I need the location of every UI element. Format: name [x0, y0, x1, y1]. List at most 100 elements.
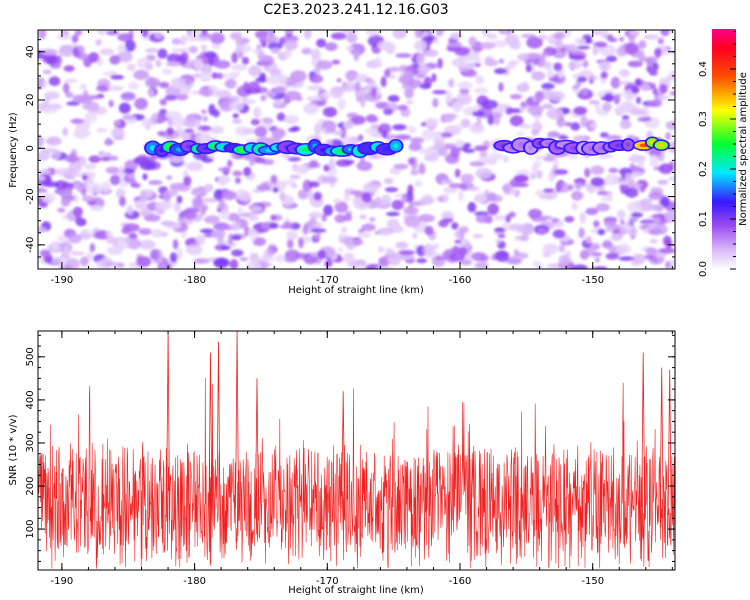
- heatmap-cell: [284, 249, 301, 261]
- heatmap-cell: [654, 47, 662, 58]
- heatmap-cell: [213, 189, 223, 202]
- heatmap-cell: [239, 257, 248, 262]
- heatmap-cell: [69, 251, 85, 256]
- heatmap-cell: [553, 62, 563, 72]
- heatmap-cell: [70, 172, 86, 177]
- heatmap-cell: [159, 81, 170, 89]
- heatmap-cell: [638, 40, 647, 49]
- heatmap-cell: [85, 182, 103, 194]
- heatmap-cell: [487, 114, 494, 126]
- heatmap-cell: [279, 191, 286, 201]
- heatmap-cell: [571, 202, 578, 211]
- heatmap-cell: [185, 244, 203, 256]
- heatmap-cell: [219, 208, 230, 220]
- heatmap-cell: [589, 75, 598, 80]
- heatmap-cell: [384, 134, 398, 141]
- heatmap-cell: [40, 48, 58, 56]
- heatmap-cell: [336, 78, 342, 83]
- heatmap-cell: [669, 90, 675, 96]
- heatmap-cell: [259, 72, 266, 82]
- heatmap-cell: [534, 90, 545, 102]
- heatmap-cell: [384, 68, 391, 78]
- heatmap-cell: [579, 249, 590, 260]
- heatmap-cell: [191, 187, 198, 196]
- heatmap-cell: [534, 190, 546, 196]
- heatmap-cell: [118, 196, 126, 207]
- snr-x-label: Height of straight line (km): [288, 585, 424, 596]
- heatmap-cell: [610, 76, 621, 89]
- heatmap-cell: [601, 195, 609, 202]
- heatmap-cell: [625, 187, 639, 198]
- spectrogram-x-tick-label: -160: [449, 275, 472, 286]
- heatmap-cell: [45, 95, 51, 104]
- heatmap-cell: [169, 182, 187, 190]
- heatmap-cell: [105, 230, 113, 238]
- heatmap-cell: [105, 137, 112, 146]
- heatmap-cell: [423, 243, 435, 256]
- heatmap-cell: [377, 40, 394, 51]
- heatmap-cell: [572, 88, 581, 94]
- heatmap-cell: [287, 157, 302, 162]
- heatmap-cell: [431, 73, 437, 83]
- heatmap-cell: [564, 122, 573, 127]
- spectrogram-y-tick-label: 40: [25, 45, 36, 58]
- heatmap-cell: [616, 243, 631, 255]
- heatmap-cell: [303, 30, 312, 40]
- heatmap-cell: [303, 102, 320, 115]
- heatmap-cell: [451, 222, 459, 230]
- heatmap-cell: [630, 171, 644, 177]
- heatmap-cell: [181, 132, 190, 141]
- heatmap-cell: [530, 172, 537, 180]
- heatmap-cell: [555, 39, 564, 50]
- heatmap-cell: [505, 214, 511, 223]
- heatmap-cell: [240, 97, 249, 103]
- heatmap-cell: [408, 142, 422, 152]
- heatmap-cell: [45, 136, 62, 146]
- heatmap-cell: [106, 30, 120, 36]
- heatmap-cell: [528, 208, 543, 220]
- heatmap-cell: [62, 127, 69, 137]
- heatmap-cell: [584, 37, 592, 43]
- heatmap-cell: [79, 83, 87, 90]
- heatmap-cell: [309, 159, 319, 168]
- heatmap-cell: [232, 170, 243, 177]
- heatmap-cell: [474, 145, 488, 152]
- heatmap-cell: [334, 214, 346, 223]
- heatmap-cell: [143, 214, 161, 222]
- heatmap-cell: [635, 78, 642, 87]
- heatmap-cell: [99, 48, 115, 56]
- heatmap-cell: [475, 167, 493, 179]
- heatmap-cell: [628, 35, 636, 43]
- heatmap-cell: [154, 32, 164, 39]
- colorbar-label: Normalized spectral amplitude: [738, 72, 749, 226]
- heatmap-cell: [276, 112, 286, 122]
- heatmap-cell: [361, 223, 376, 232]
- heatmap-cell: [421, 128, 436, 141]
- heatmap-cell: [243, 166, 252, 177]
- heatmap-cell: [639, 219, 656, 224]
- heatmap-cell: [181, 47, 190, 53]
- heatmap-cell: [509, 115, 524, 127]
- heatmap-cell: [211, 43, 222, 50]
- snr-peak-spikes: [166, 331, 672, 521]
- heatmap-cell: [552, 229, 566, 239]
- heatmap-cell: [89, 243, 96, 253]
- heatmap-cell: [459, 226, 469, 234]
- heatmap-cell: [433, 243, 440, 250]
- heatmap-cell: [339, 127, 347, 139]
- heatmap-cell: [159, 98, 167, 106]
- heatmap-cell: [377, 126, 385, 134]
- heatmap-cell: [447, 42, 463, 48]
- heatmap-cell: [309, 216, 317, 227]
- heatmap-cell: [270, 47, 281, 54]
- colorbar-tick-label: 0.4: [698, 61, 709, 77]
- heatmap-cell: [458, 189, 464, 202]
- heatmap-cell: [459, 247, 468, 256]
- heatmap-cell: [41, 193, 56, 203]
- spectrogram-y-tick-label: -40: [25, 237, 36, 253]
- heatmap-cell: [235, 43, 252, 54]
- heatmap-cell: [463, 69, 478, 78]
- heatmap-cell: [77, 95, 93, 104]
- heatmap-cell: [356, 161, 373, 171]
- heatmap-cell: [454, 47, 470, 57]
